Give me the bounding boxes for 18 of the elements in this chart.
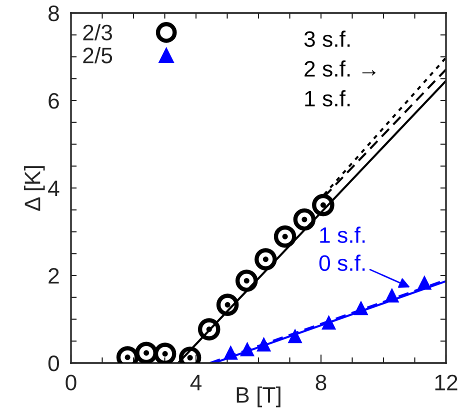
annotation: 0 s.f. bbox=[319, 254, 365, 271]
x-axis-title: B [T] bbox=[236, 386, 280, 408]
y-axis-title: Δ [K] bbox=[24, 166, 45, 211]
annotation: 3 s.f. bbox=[304, 30, 350, 47]
x-tick-label: 4 bbox=[190, 374, 202, 390]
y-tick-label: 6 bbox=[48, 93, 59, 109]
annotation: 1 s.f. bbox=[305, 90, 350, 106]
legend-label: 2/3 bbox=[83, 24, 112, 40]
y-tick-label: 2 bbox=[48, 268, 59, 284]
x-tick-label: 12 bbox=[435, 374, 458, 390]
x-tick-label: 8 bbox=[316, 374, 326, 390]
annotation: 2 s.f. → bbox=[304, 60, 376, 77]
y-tick-label: 8 bbox=[48, 6, 59, 22]
y-tick-label: 4 bbox=[48, 180, 60, 196]
y-tick-label: 0 bbox=[48, 356, 60, 372]
annotation: 1 s.f. bbox=[320, 226, 365, 243]
x-tick-label: 0 bbox=[66, 374, 76, 390]
legend-label: 2/5 bbox=[83, 47, 112, 64]
